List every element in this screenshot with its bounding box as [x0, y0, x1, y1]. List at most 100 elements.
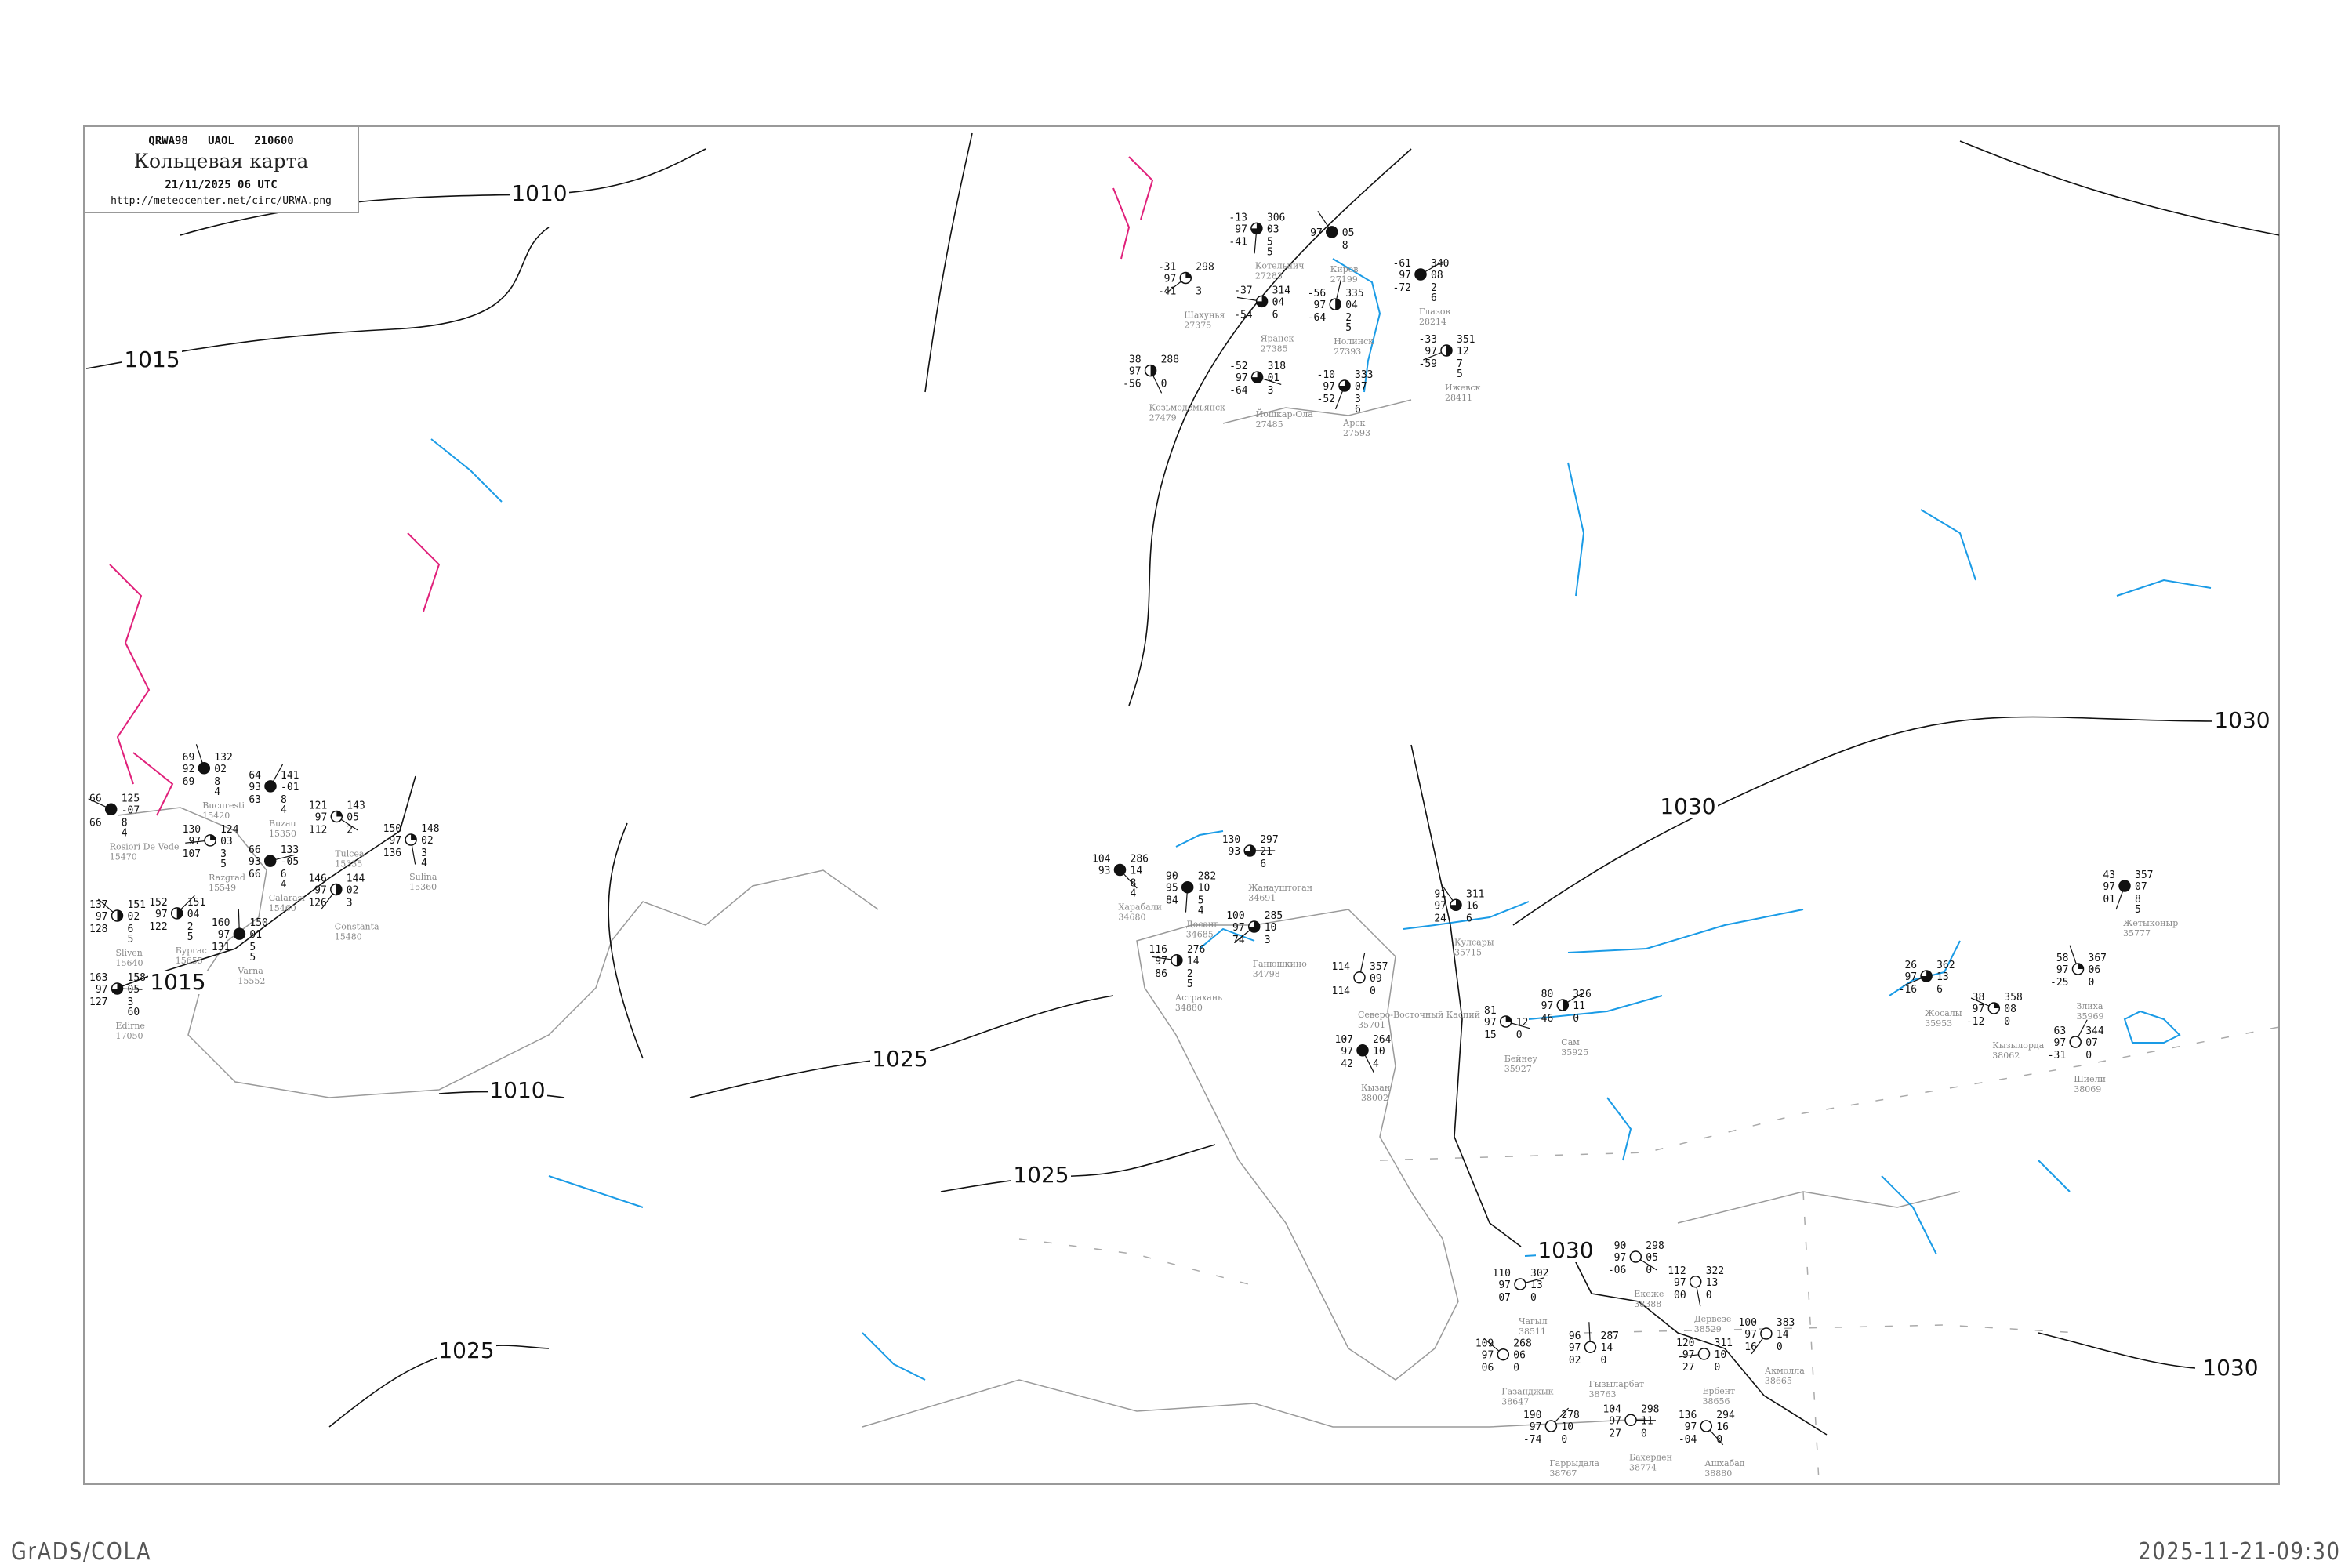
- station-index: 35953: [1925, 1018, 1952, 1029]
- visibility: 97: [1341, 1046, 1353, 1058]
- pressure: 322: [1706, 1265, 1724, 1277]
- cloud-cover-fill: [176, 907, 183, 919]
- cloud-cover-fill: [336, 811, 343, 817]
- isobar-label: 1025: [1013, 1162, 1069, 1188]
- dew-point: 46: [1541, 1013, 1554, 1025]
- temperature: 100: [1738, 1317, 1756, 1329]
- isobar-label-bg: [1536, 1239, 1595, 1262]
- visibility: 97: [1399, 270, 1411, 281]
- temperature: 112: [1668, 1265, 1686, 1277]
- pressure: 143: [347, 800, 365, 812]
- dew-point: 16: [1744, 1341, 1757, 1353]
- cloud-code: 6: [1260, 858, 1266, 870]
- cloud-code: 2: [1187, 968, 1193, 980]
- pressure: 151: [128, 899, 146, 911]
- station-index: 35969: [2077, 1011, 2104, 1022]
- pressure-tendency: 02: [347, 885, 359, 897]
- dew-point: 15: [1484, 1029, 1497, 1041]
- station-name: Досанг: [1186, 920, 1219, 930]
- temperature: 69: [183, 752, 195, 764]
- isobar-label: 1025: [438, 1338, 494, 1363]
- cloud-cover-fill: [1251, 372, 1263, 383]
- cloud-cover-fill: [1505, 1016, 1512, 1022]
- station-name: Кызан: [1361, 1083, 1390, 1093]
- station-name: Calarasi: [269, 893, 306, 903]
- temperature: 146: [308, 873, 326, 885]
- dew-point: -59: [1419, 358, 1437, 370]
- visibility: 97: [1314, 299, 1327, 311]
- pressure: 268: [1513, 1338, 1531, 1350]
- station-index: 28411: [1445, 393, 1472, 403]
- cloud-code-2: 4: [1198, 906, 1204, 917]
- station-name: Bucuresti: [202, 800, 245, 811]
- cloud-cover-fill: [2119, 880, 2130, 891]
- isobar-label-bg: [148, 971, 208, 994]
- pressure: 340: [1431, 258, 1449, 270]
- cloud-code: 6: [1936, 984, 1943, 996]
- pressure: 148: [421, 823, 439, 835]
- isobar-label-bg: [2201, 1356, 2260, 1380]
- dew-point: -41: [1229, 236, 1247, 248]
- station-name: Бахерден: [1629, 1452, 1672, 1462]
- dew-point: -12: [1966, 1016, 1984, 1028]
- station-index: 34880: [1175, 1003, 1203, 1013]
- temperature: 114: [1332, 961, 1351, 973]
- pressure-tendency: 10: [1198, 883, 1210, 895]
- bulletin-code: QRWA98 UAOL 210600: [148, 135, 293, 147]
- dew-point: 136: [383, 848, 401, 859]
- pressure-tendency: -01: [281, 782, 299, 793]
- cloud-cover-fill: [1446, 345, 1452, 356]
- cloud-cover-fill: [117, 910, 123, 921]
- cloud-code: 3: [1265, 935, 1271, 946]
- cloud-cover-fill: [1994, 1003, 2000, 1008]
- visibility: 97: [1904, 971, 1917, 983]
